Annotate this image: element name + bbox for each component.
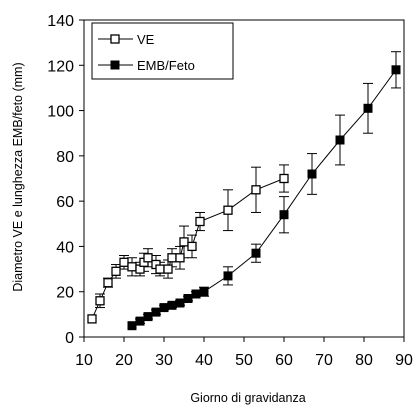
data-point-ve bbox=[103, 278, 113, 288]
data-point-emb bbox=[307, 169, 317, 179]
data-point-emb bbox=[335, 135, 345, 145]
data-point-ve bbox=[111, 266, 121, 276]
legend-label-ve: VE bbox=[137, 32, 155, 47]
data-point-ve bbox=[223, 205, 233, 215]
data-point-emb bbox=[151, 307, 161, 317]
data-markers bbox=[87, 65, 401, 331]
x-tick-label: 60 bbox=[275, 352, 293, 369]
y-tick-label: 60 bbox=[56, 194, 74, 211]
series-line-emb bbox=[131, 69, 397, 327]
data-point-emb bbox=[175, 298, 185, 308]
x-tick-label: 40 bbox=[195, 352, 213, 369]
data-point-ve bbox=[167, 253, 177, 263]
data-point-emb bbox=[223, 271, 233, 281]
legend-label-emb: EMB/Feto bbox=[137, 58, 195, 73]
data-point-emb bbox=[391, 65, 401, 75]
legend-marker-ve bbox=[110, 34, 120, 44]
y-tick-label: 20 bbox=[56, 285, 74, 302]
data-point-emb bbox=[167, 300, 177, 310]
error-bars bbox=[95, 51, 401, 324]
data-point-ve bbox=[179, 237, 189, 247]
data-point-emb bbox=[251, 248, 261, 258]
x-tick-label: 30 bbox=[155, 352, 173, 369]
x-tick-label: 10 bbox=[75, 352, 93, 369]
data-point-emb bbox=[159, 303, 169, 313]
y-tick-label: 40 bbox=[56, 239, 74, 256]
data-point-ve bbox=[119, 257, 129, 267]
x-tick-label: 50 bbox=[235, 352, 253, 369]
data-point-emb bbox=[183, 294, 193, 303]
data-point-emb bbox=[143, 312, 153, 322]
x-tick-label: 20 bbox=[115, 352, 133, 369]
data-point-ve bbox=[195, 216, 205, 227]
data-point-ve bbox=[87, 314, 97, 324]
y-tick-label: 120 bbox=[47, 58, 74, 75]
data-point-emb bbox=[135, 316, 145, 326]
y-tick-label: 0 bbox=[65, 330, 74, 347]
x-tick-label: 90 bbox=[395, 352, 413, 369]
data-point-ve bbox=[155, 264, 165, 274]
legend: VE EMB/Feto bbox=[91, 22, 234, 80]
data-point-emb bbox=[199, 287, 209, 297]
legend-marker-emb bbox=[110, 60, 120, 70]
series-lines bbox=[91, 69, 397, 327]
x-tick-label: 80 bbox=[355, 352, 373, 369]
y-tick-label: 140 bbox=[47, 13, 74, 30]
data-point-ve bbox=[143, 253, 153, 263]
legend-box bbox=[91, 22, 234, 80]
data-point-ve bbox=[175, 253, 185, 263]
data-point-emb bbox=[279, 210, 289, 220]
x-axis-title: Giorno di gravidanza bbox=[190, 391, 305, 405]
axis-ticks: 10 20 30 40 50 60 70 80 90 0 20 40 60 80 100 120 140 bbox=[47, 13, 413, 369]
data-point-ve bbox=[187, 241, 197, 252]
y-axis-title: Diametro VE e lunghezza EMB/feto (mm) bbox=[11, 62, 25, 291]
data-point-emb bbox=[127, 321, 137, 331]
data-point-emb bbox=[363, 103, 373, 113]
data-point-ve bbox=[279, 173, 289, 184]
data-point-ve bbox=[127, 262, 137, 272]
data-point-ve bbox=[251, 185, 261, 195]
data-point-emb bbox=[191, 289, 201, 299]
data-point-ve bbox=[163, 264, 173, 274]
y-tick-label: 100 bbox=[47, 104, 74, 121]
data-point-ve bbox=[95, 296, 105, 306]
y-tick-label: 80 bbox=[56, 149, 74, 166]
x-tick-label: 70 bbox=[315, 352, 333, 369]
